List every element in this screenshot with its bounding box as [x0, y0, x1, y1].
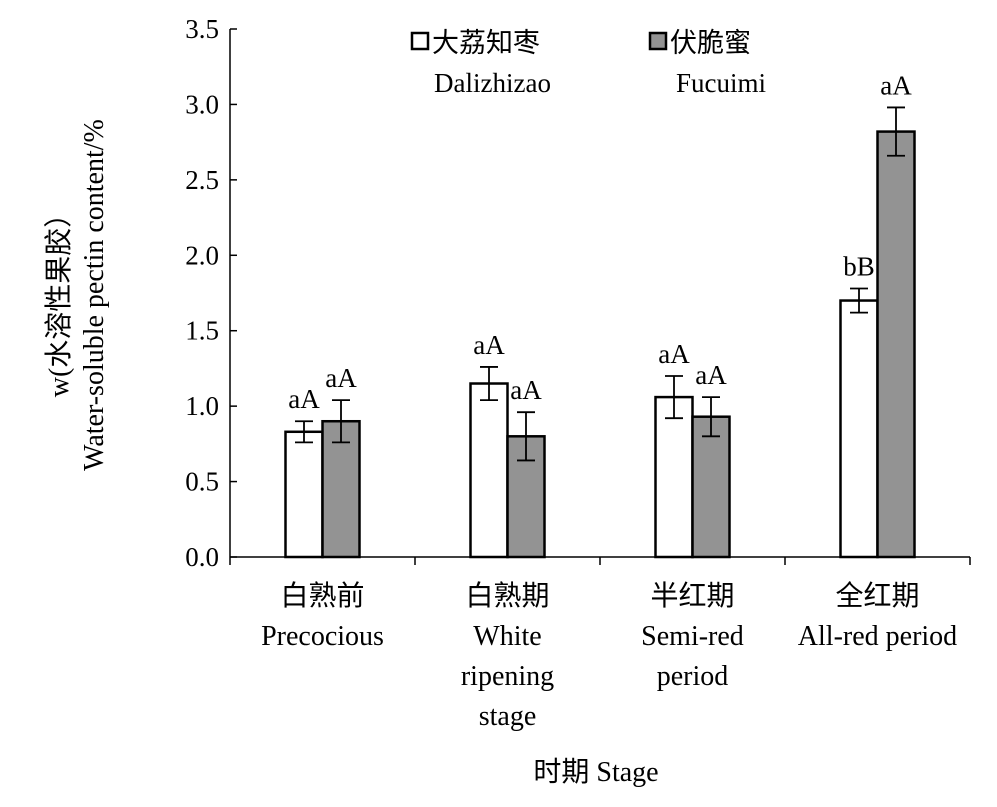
y-tick-labels: 0.0 0.5 1.0 1.5 2.0 2.5 3.0 3.5	[185, 14, 219, 572]
category-label: ripening	[461, 661, 554, 692]
y-tick-label: 1.0	[185, 391, 219, 421]
bar	[321, 419, 361, 559]
category-label: 全红期	[835, 580, 919, 612]
significance-label: aA	[288, 384, 320, 414]
category-label: Semi-red	[641, 621, 744, 652]
y-tick-label: 1.5	[185, 316, 219, 346]
bar	[691, 415, 731, 559]
legend-label: 伏脆蜜	[670, 28, 751, 58]
bars	[284, 130, 916, 559]
significance-label: aA	[473, 330, 505, 360]
significance-label: aA	[325, 363, 357, 393]
y-axis-title: w(水溶性果胶） Water-soluble pectin content/%	[43, 119, 110, 471]
significance-label: bB	[843, 251, 875, 281]
y-tick-label: 0.0	[185, 542, 219, 572]
legend-swatch	[410, 31, 430, 51]
y-axis-title-line-2: Water-soluble pectin content/%	[79, 119, 110, 471]
significance-label: aA	[510, 375, 542, 405]
y-tick-label: 3.0	[185, 89, 219, 119]
significance-label: aA	[880, 70, 912, 100]
category-label: 白熟前	[280, 580, 364, 612]
y-tick-label: 2.5	[185, 165, 219, 195]
y-tick-label: 2.0	[185, 240, 219, 270]
significance-label: aA	[695, 360, 727, 390]
y-tick-label: 0.5	[185, 467, 219, 497]
category-label: White	[473, 621, 541, 652]
bar	[876, 130, 916, 559]
legend-swatch	[648, 31, 668, 51]
category-label: stage	[479, 701, 537, 732]
y-tick-label: 3.5	[185, 14, 219, 44]
category-label: 半红期	[650, 580, 734, 612]
category-label: period	[657, 661, 729, 692]
bar	[839, 299, 879, 559]
significance-label: aA	[658, 339, 690, 369]
bar	[284, 430, 324, 559]
bar	[654, 395, 694, 559]
legend: 大荔知枣 Dalizhizao 伏脆蜜 Fucuimi	[410, 28, 766, 98]
error-bars	[295, 106, 905, 462]
y-axis-title-line-1: w(水溶性果胶）	[43, 200, 75, 398]
category-label: Precocious	[261, 621, 384, 652]
legend-label: 大荔知枣	[432, 28, 540, 58]
x-axis-title: 时期 Stage	[533, 756, 658, 788]
legend-label: Fucuimi	[676, 68, 766, 98]
category-label: 白熟期	[465, 580, 549, 612]
bar	[469, 382, 509, 559]
x-category-labels: 白熟前 Precocious 白熟期 White ripening stage 半红期 Sem…	[261, 580, 957, 732]
legend-label: Dalizhizao	[434, 68, 551, 98]
category-label: All-red period	[798, 621, 957, 652]
